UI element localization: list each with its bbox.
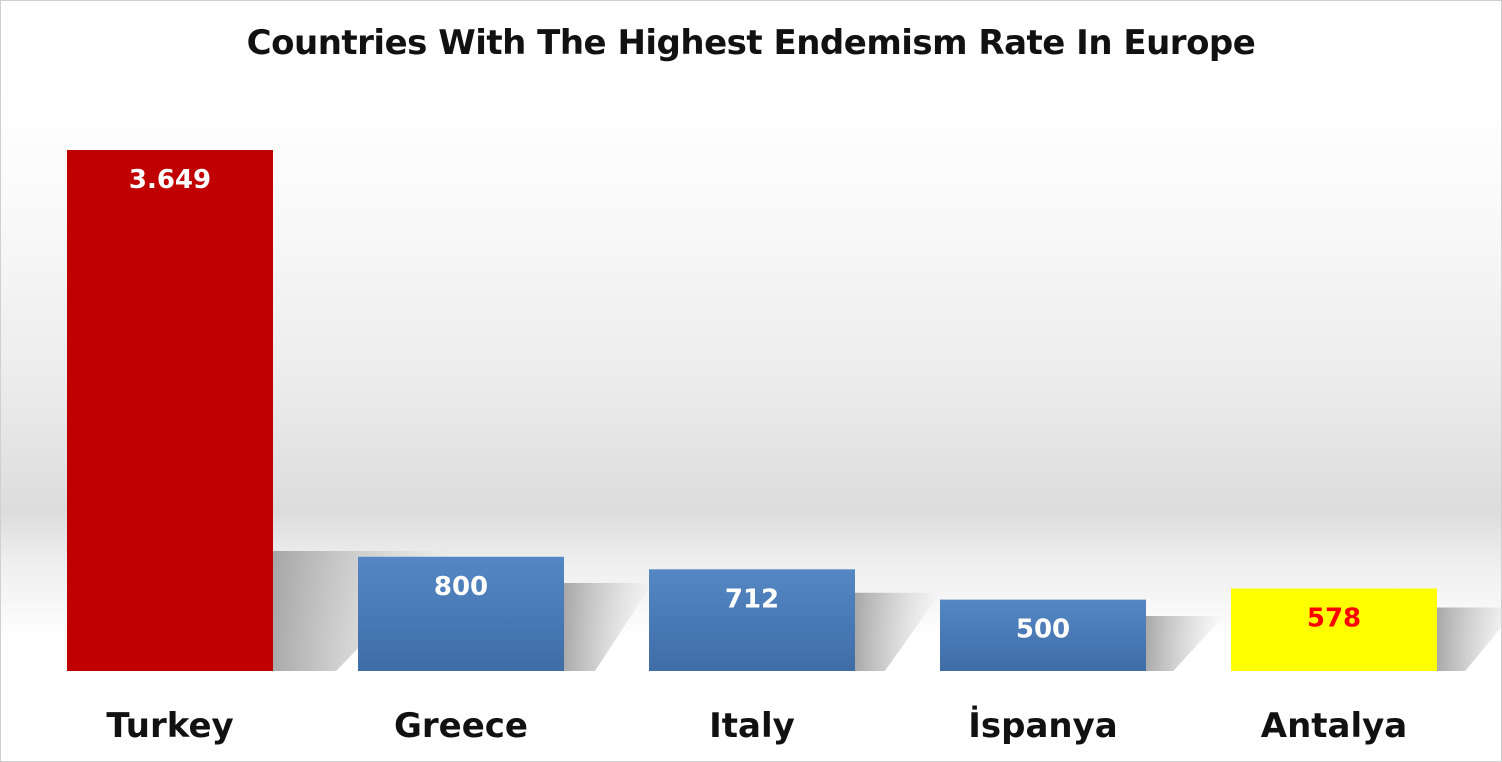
bar-shadow-i-spanya <box>1146 616 1224 671</box>
data-label-greece: 800 <box>434 572 488 602</box>
category-label-greece: Greece <box>394 706 528 746</box>
data-label-i-spanya: 500 <box>1016 615 1070 645</box>
bar-shadow-antalya <box>1437 607 1501 671</box>
bar-turkey <box>67 150 273 671</box>
bar-greece <box>358 556 564 671</box>
bar-shadow-greece <box>564 583 653 671</box>
category-label-antalya: Antalya <box>1261 706 1407 746</box>
data-label-italy: 712 <box>725 584 779 614</box>
bar-i-spanya <box>940 599 1146 671</box>
bar-italy <box>649 569 855 671</box>
chart-title: Countries With The Highest Endemism Rate… <box>246 23 1256 63</box>
data-label-turkey: 3.649 <box>129 165 211 195</box>
bar-antalya <box>1231 588 1437 671</box>
category-label-italy: Italy <box>709 706 795 746</box>
data-label-antalya: 578 <box>1307 603 1361 633</box>
bar-shadow-italy <box>855 592 941 671</box>
category-label-turkey: Turkey <box>106 706 233 746</box>
category-label-i-spanya: İspanya <box>968 705 1117 746</box>
